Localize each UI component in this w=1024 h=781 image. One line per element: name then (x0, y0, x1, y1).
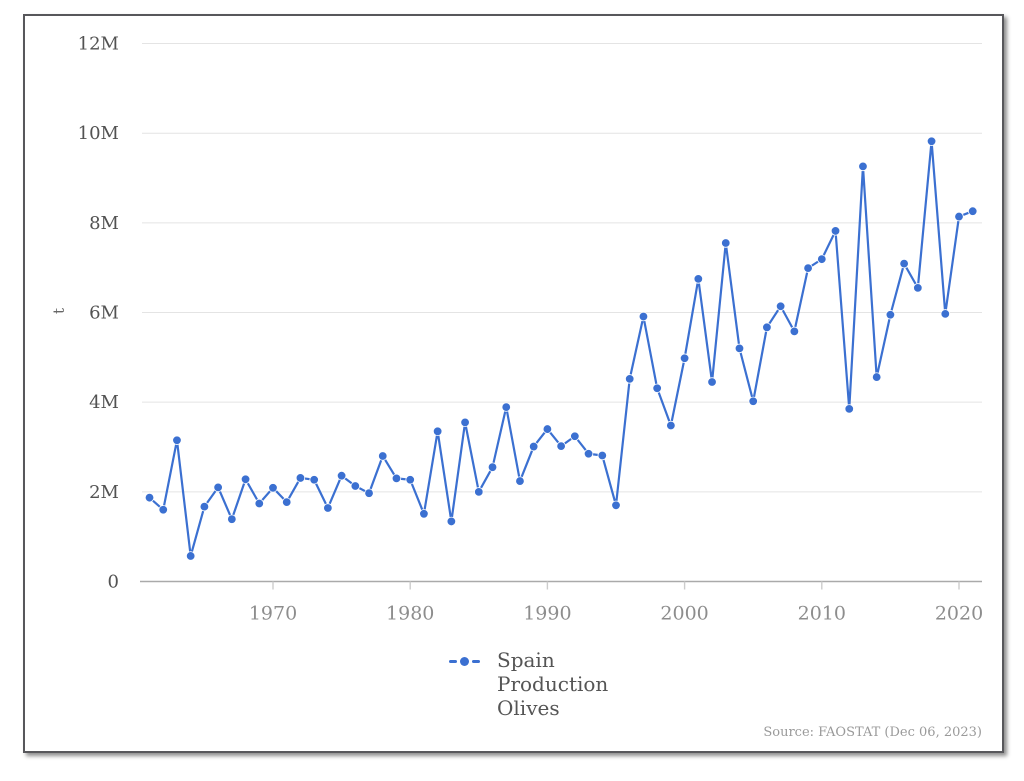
data-point[interactable] (817, 254, 827, 264)
data-point[interactable] (213, 482, 223, 493)
x-tick-label: 2000 (660, 603, 708, 625)
data-point[interactable] (364, 488, 374, 498)
data-point[interactable] (570, 431, 580, 441)
y-tick-label: 12M (78, 34, 119, 55)
data-point[interactable] (405, 475, 415, 485)
y-tick-label: 6M (89, 303, 119, 324)
data-point[interactable] (282, 497, 292, 507)
y-tick-label: 0 (108, 572, 119, 593)
data-point[interactable] (199, 501, 210, 512)
data-point[interactable] (679, 353, 690, 363)
chart-line (148, 140, 974, 558)
data-point[interactable] (803, 263, 813, 273)
legend-dash-icon (449, 660, 457, 663)
x-tick-label: 1980 (386, 603, 434, 625)
source-note: Source: FAOSTAT (Dec 06, 2023) (763, 725, 982, 740)
data-point[interactable] (542, 424, 553, 434)
data-point[interactable] (775, 301, 786, 311)
legend-label-line: Spain (497, 648, 555, 672)
data-point[interactable] (666, 420, 676, 431)
data-point[interactable] (487, 462, 498, 472)
legend-dot-icon (460, 657, 469, 666)
data-point[interactable] (789, 326, 800, 337)
data-point[interactable] (501, 402, 511, 412)
data-point[interactable] (968, 206, 978, 216)
legend-label-line: Production (497, 672, 609, 696)
data-point[interactable] (227, 514, 237, 524)
data-point[interactable] (474, 487, 484, 497)
data-point[interactable] (185, 551, 196, 561)
data-point[interactable] (844, 404, 854, 414)
data-point[interactable] (446, 516, 457, 527)
data-point[interactable] (240, 474, 251, 484)
data-point[interactable] (391, 473, 402, 484)
data-point[interactable] (954, 211, 964, 222)
data-point[interactable] (625, 374, 635, 384)
data-point[interactable] (734, 343, 745, 354)
y-tick-label: 10M (78, 123, 119, 144)
data-point[interactable] (254, 498, 264, 509)
legend[interactable]: Spain Production Olives (449, 648, 608, 720)
data-point[interactable] (419, 509, 429, 519)
data-point[interactable] (515, 476, 525, 486)
data-point[interactable] (144, 492, 155, 503)
legend-dash-icon (472, 660, 480, 663)
data-point[interactable] (913, 283, 923, 293)
data-point[interactable] (926, 136, 937, 146)
data-point[interactable] (830, 226, 841, 236)
data-point[interactable] (899, 258, 909, 269)
data-point[interactable] (885, 310, 896, 320)
data-point[interactable] (652, 383, 662, 393)
data-point[interactable] (336, 471, 347, 481)
legend-line-marker-icon (449, 657, 480, 666)
legend-label-line: Olives (497, 696, 560, 720)
data-point[interactable] (940, 309, 950, 319)
data-point[interactable] (295, 473, 306, 483)
data-point[interactable] (528, 441, 539, 452)
y-tick-label: 2M (89, 482, 119, 503)
y-axis-unit-label: t (50, 307, 68, 315)
legend-series-label: Spain Production Olives (497, 648, 608, 720)
data-point[interactable] (871, 372, 882, 382)
data-point[interactable] (707, 377, 717, 387)
data-point[interactable] (611, 500, 621, 510)
data-point[interactable] (762, 322, 772, 333)
x-tick-label: 2010 (798, 603, 846, 625)
data-point[interactable] (350, 481, 361, 491)
data-point[interactable] (460, 417, 470, 428)
data-point[interactable] (638, 311, 649, 322)
line-chart: 0 2M 4M 6M 8M 10M 12M 1970 1980 1990 2000 2010 2020 (78, 34, 984, 625)
data-point[interactable] (721, 238, 731, 248)
data-point[interactable] (172, 435, 182, 445)
data-point[interactable] (556, 441, 566, 451)
x-tick-label: 1970 (249, 603, 297, 625)
data-point[interactable] (597, 450, 607, 461)
y-tick-label: 8M (89, 213, 119, 234)
data-point[interactable] (158, 505, 168, 515)
data-point[interactable] (323, 503, 333, 513)
data-point[interactable] (432, 426, 443, 437)
data-point[interactable] (268, 483, 278, 493)
data-point[interactable] (309, 475, 319, 485)
data-point[interactable] (693, 274, 704, 284)
data-point[interactable] (378, 451, 388, 461)
data-point[interactable] (583, 449, 594, 459)
x-tick-label: 2020 (935, 603, 983, 625)
x-tick-label: 1990 (523, 603, 571, 625)
chart-card: 0 2M 4M 6M 8M 10M 12M 1970 1980 1990 2000 2010 2020 … (23, 14, 1004, 753)
data-point[interactable] (858, 161, 868, 172)
data-point[interactable] (748, 396, 758, 406)
y-tick-label: 4M (89, 392, 119, 413)
